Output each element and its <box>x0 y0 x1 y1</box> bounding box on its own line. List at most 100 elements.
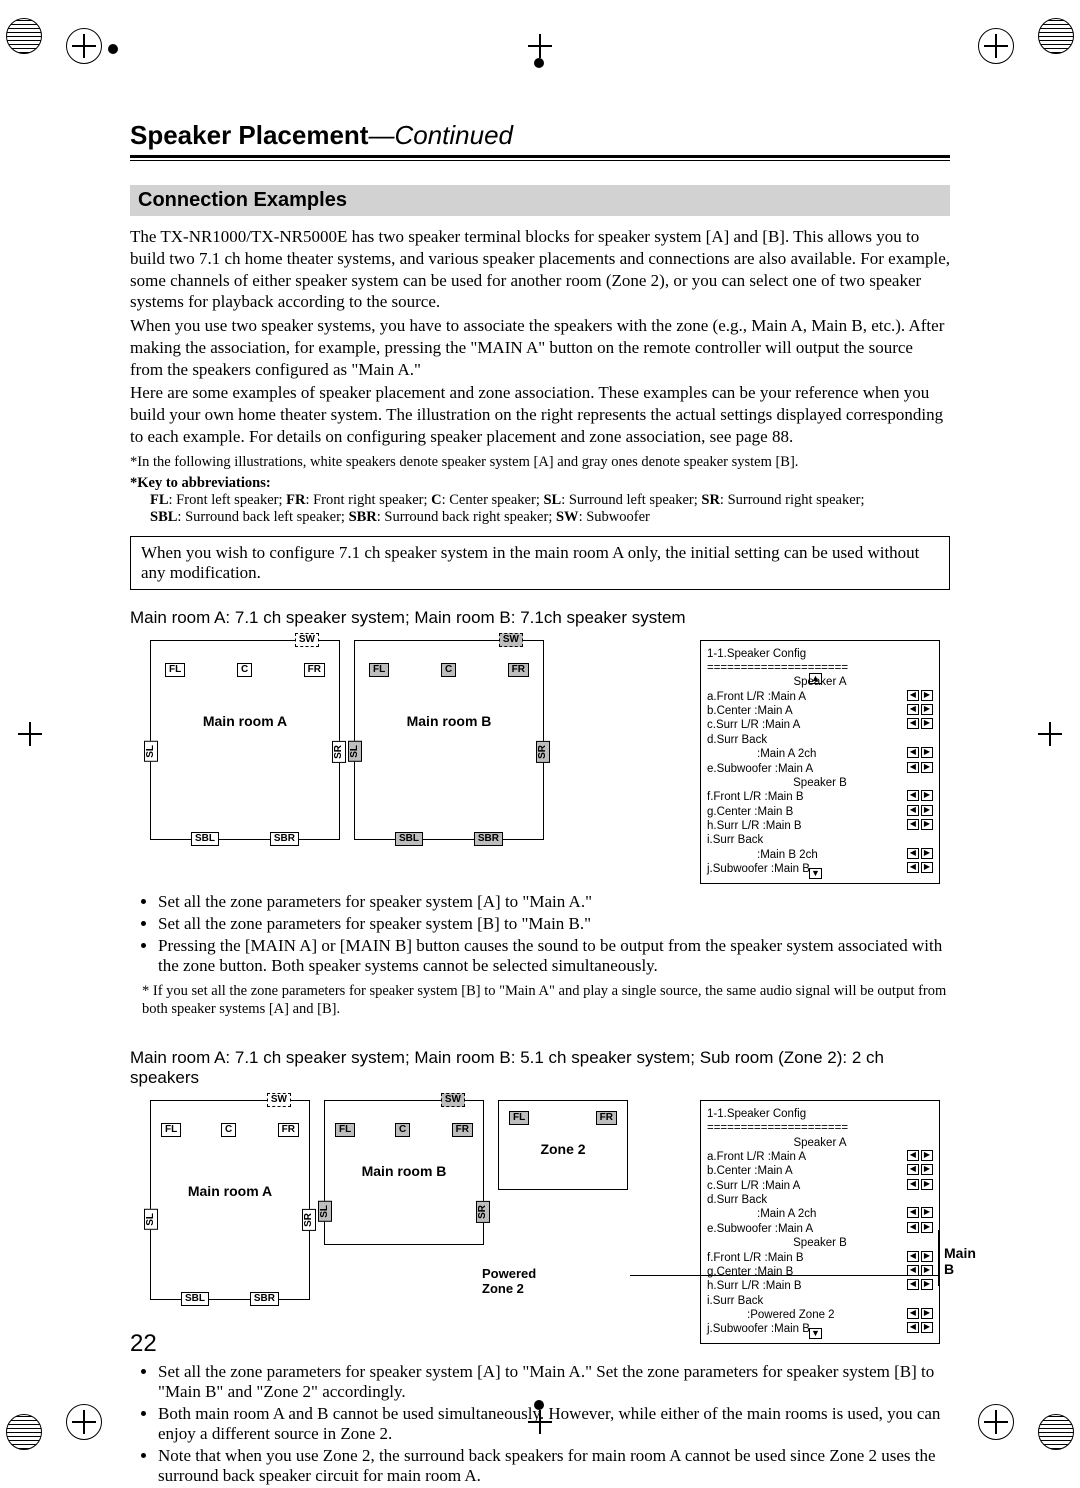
crop-bot-left <box>6 1414 42 1450</box>
fr-b2: FR <box>452 1123 473 1137</box>
cfg2-header: 1-1.Speaker Config <box>707 1107 933 1121</box>
cfg2-e: e.Subwoofer :Main A <box>707 1222 813 1236</box>
cross-top-left <box>72 34 96 58</box>
title-main: Speaker Placement <box>130 120 368 150</box>
sbl-b1: SBL <box>395 832 423 846</box>
btn: ▶ <box>921 1207 933 1218</box>
mainb-callout: Main B <box>944 1245 976 1277</box>
zone2-diagram: FL FR Zone 2 <box>498 1100 628 1190</box>
sr-b2: SR <box>476 1201 490 1223</box>
cfg1-f: f.Front L/R :Main B <box>707 790 804 804</box>
cross-bot-left <box>72 1410 96 1434</box>
callout-vbar-1 <box>938 1230 939 1286</box>
cross-right-mid <box>1038 722 1062 746</box>
sbl-a1: SBL <box>191 832 219 846</box>
btn: ▶ <box>921 747 933 758</box>
sw-b2: SW <box>441 1093 465 1107</box>
cfg2-h: h.Surr L/R :Main B <box>707 1279 802 1293</box>
fr-b1: FR <box>508 663 529 677</box>
btn: ◀ <box>907 690 919 701</box>
intro-p1: The TX-NR1000/TX-NR5000E has two speaker… <box>130 226 950 313</box>
room-a-diagram-2: SW FL C FR Main room A SL SR SBL SBR <box>150 1100 310 1300</box>
cfg1-a: a.Front L/R :Main A <box>707 690 806 704</box>
ex2-b1: Set all the zone parameters for speaker … <box>158 1362 950 1402</box>
sw-a1: SW <box>295 633 319 647</box>
fl-z2: FL <box>509 1111 529 1125</box>
btn: ◀ <box>907 805 919 816</box>
btn: ▶ <box>921 1308 933 1319</box>
btn: ◀ <box>907 1207 919 1218</box>
intro-p2: When you use two speaker systems, you ha… <box>130 315 950 380</box>
crop-top-left <box>6 18 42 54</box>
fr-a1: FR <box>304 663 325 677</box>
dot-mid-top <box>534 58 544 68</box>
crop-top-right <box>1038 18 1074 54</box>
example2-row: SW FL C FR Main room A SL SR SBL SBR SW … <box>130 1100 950 1344</box>
page-number: 22 <box>130 1330 157 1358</box>
crop-bot-right <box>1038 1414 1074 1450</box>
btn: ▶ <box>921 704 933 715</box>
btn: ◀ <box>907 1164 919 1175</box>
c-b2: C <box>395 1123 410 1137</box>
cfg2-div: ===================== <box>707 1121 933 1135</box>
fr-a2: FR <box>278 1123 299 1137</box>
c-a1: C <box>237 663 252 677</box>
title-rule <box>130 155 950 161</box>
cfg2-down: ▼ <box>809 1328 822 1339</box>
cfg2-g: g.Center :Main B <box>707 1265 793 1279</box>
cfg2-b: b.Center :Main A <box>707 1164 793 1178</box>
example1-row: SW FL C FR Main room A SL SR SBL SBR SW … <box>130 640 950 884</box>
btn: ▶ <box>921 1222 933 1233</box>
room-b-diagram-1: SW FL C FR Main room B SL SR SBL SBR <box>354 640 544 840</box>
btn: ◀ <box>907 1308 919 1319</box>
ex1-b3: Pressing the [MAIN A] or [MAIN B] button… <box>158 936 950 976</box>
btn: ◀ <box>907 1251 919 1262</box>
example2-title: Main room A: 7.1 ch speaker system; Main… <box>130 1048 950 1088</box>
ex2-b2: Both main room A and B cannot be used si… <box>158 1404 950 1444</box>
btn: ◀ <box>907 1222 919 1233</box>
ex1-b2: Set all the zone parameters for speaker … <box>158 914 950 934</box>
powered-zone2-label: PoweredZone 2 <box>482 1266 562 1296</box>
section-header: Connection Examples <box>130 185 950 216</box>
cfg1-d: d.Surr Back <box>707 733 933 747</box>
btn: ◀ <box>907 862 919 873</box>
c-b1: C <box>441 663 456 677</box>
cfg1-down: ▼ <box>809 868 822 879</box>
callout-line <box>630 1275 940 1276</box>
cfg2-groupA: Speaker A <box>707 1136 933 1150</box>
btn: ◀ <box>907 718 919 729</box>
sr-a2: SR <box>302 1209 316 1231</box>
sl-a2: SL <box>144 1209 158 1230</box>
btn: ◀ <box>907 1179 919 1190</box>
btn: ▶ <box>921 690 933 701</box>
cfg1-h: h.Surr L/R :Main B <box>707 819 802 833</box>
title-continued: —Continued <box>368 120 513 150</box>
intro-p3: Here are some examples of speaker placem… <box>130 382 950 447</box>
btn: ◀ <box>907 790 919 801</box>
btn: ▶ <box>921 1179 933 1190</box>
cfg1-c: c.Surr L/R :Main A <box>707 718 800 732</box>
cfg1-g: g.Center :Main B <box>707 805 793 819</box>
room-b-label-2: Main room B <box>325 1163 483 1179</box>
ex1-footnote: * If you set all the zone parameters for… <box>142 982 950 1018</box>
sl-b2: SL <box>318 1201 332 1222</box>
btn: ▶ <box>921 1164 933 1175</box>
cfg2-i2: :Powered Zone 2 <box>707 1308 835 1322</box>
intro-body: The TX-NR1000/TX-NR5000E has two speaker… <box>130 226 950 448</box>
cfg1-d2: :Main A 2ch <box>707 747 816 761</box>
btn: ◀ <box>907 1322 919 1333</box>
cross-mid-top <box>528 34 552 58</box>
c-a2: C <box>221 1123 236 1137</box>
page-title: Speaker Placement—Continued <box>130 120 950 151</box>
cfg2-d2: :Main A 2ch <box>707 1207 816 1221</box>
cfg2-i: i.Surr Back <box>707 1294 933 1308</box>
sl-a1: SL <box>144 741 158 762</box>
fl-b1: FL <box>369 663 389 677</box>
sw-b1: SW <box>499 633 523 647</box>
cross-bot-right <box>984 1410 1008 1434</box>
btn: ▶ <box>921 805 933 816</box>
sbr-a2: SBR <box>250 1292 279 1306</box>
btn: ▶ <box>921 718 933 729</box>
cross-left-mid <box>18 722 42 746</box>
sbr-a1: SBR <box>270 832 299 846</box>
